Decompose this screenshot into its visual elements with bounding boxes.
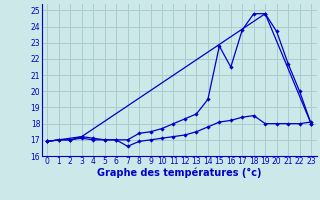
X-axis label: Graphe des températures (°c): Graphe des températures (°c): [97, 168, 261, 178]
